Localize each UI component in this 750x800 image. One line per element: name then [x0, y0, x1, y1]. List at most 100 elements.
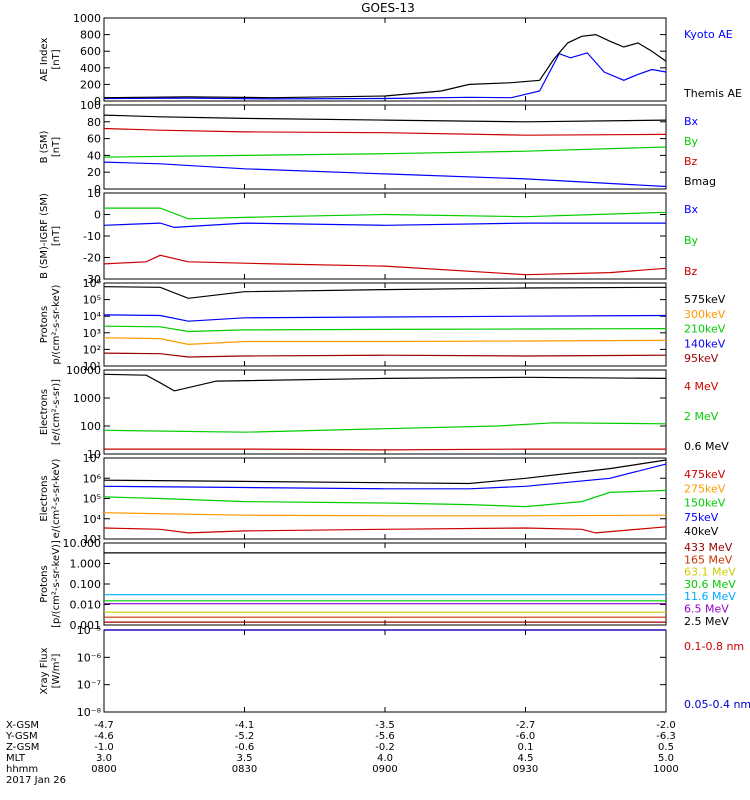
series-line	[104, 448, 666, 451]
series-line	[103, 325, 667, 333]
panel-frame	[103, 282, 667, 367]
legend-entry: Bz	[684, 155, 698, 168]
legend-entry: 95keV	[684, 352, 719, 365]
y-tick-label: 1000	[73, 12, 101, 25]
y-tick-label: 10	[87, 448, 101, 461]
footer-row-label: Y-GSM	[5, 731, 38, 742]
y-tick-label: 100	[80, 99, 101, 112]
ephemeris-footer: X-GSM -4.7 -4.1 -3.5 -2.7 -2.0 Y-GSM -4.6 -5.2 -5…	[5, 720, 679, 786]
series-line	[103, 286, 667, 299]
legend-entry: 0.05-0.4 nm	[684, 698, 750, 711]
legend-entry: 433 MeV	[684, 541, 733, 554]
y-tick-label: 0.010	[70, 599, 102, 612]
y-axis-unit: [W/m²]	[51, 653, 62, 688]
legend-entry: 75keV	[684, 511, 719, 524]
footer-date: 2017 Jan 26	[6, 775, 66, 786]
legend-entry: 0.6 MeV	[684, 440, 729, 453]
y-axis-unit: [nT]	[51, 137, 62, 157]
panel-electrons_kev: 10³ 10⁴ 10⁵ 10⁶ 10⁷ Electrons e/(cm²-s-sr-keV)…	[39, 452, 726, 546]
legend-entry: 575keV	[684, 293, 726, 306]
panel-frame	[103, 457, 667, 540]
legend-entry: Kyoto AE	[684, 28, 733, 41]
footer-value: 3.0	[96, 753, 112, 764]
y-axis-label: AE Index	[39, 37, 50, 81]
legend-entry: 210keV	[684, 323, 726, 336]
footer-value: 4.5	[518, 753, 534, 764]
footer-value: -5.6	[375, 731, 395, 742]
legend-entry: 165 MeV	[684, 553, 733, 566]
legend-entry: 2.5 MeV	[684, 615, 729, 628]
y-tick-label: 10	[87, 187, 101, 200]
footer-value: 0830	[232, 764, 257, 775]
footer-value: -0.6	[235, 742, 255, 753]
y-tick-label: 60	[87, 133, 101, 146]
footer-value: 3.5	[237, 753, 253, 764]
legend-entry: 275keV	[684, 482, 726, 495]
series-line	[103, 254, 667, 276]
panel-frame	[103, 17, 667, 102]
legend-entry: 30.6 MeV	[684, 578, 736, 591]
footer-value: 0900	[372, 764, 397, 775]
legend-entry: 0.1-0.8 nm	[684, 640, 744, 653]
footer-value: -4.6	[94, 731, 114, 742]
legend-entry: 6.5 MeV	[684, 603, 729, 616]
footer-value: -5.2	[235, 731, 255, 742]
footer-value: -2.7	[516, 720, 536, 731]
panel-protons: 10¹ 10² 10³ 10⁴ 10⁵ 10⁶ Protons p/(cm²-s-sr-keV…	[39, 277, 726, 373]
legend-entry: 475keV	[684, 468, 726, 481]
y-tick-label: 10¹	[83, 360, 101, 373]
y-tick-label: 10⁵	[83, 493, 101, 506]
y-tick-label: 600	[80, 45, 101, 58]
series-line	[103, 127, 667, 136]
y-axis-unit: [p/(cm²-s-sr-keV)]	[51, 540, 62, 628]
y-axis-unit: [nT]	[51, 49, 62, 69]
legend-entry: By	[684, 234, 699, 247]
footer-value: 0.5	[658, 742, 674, 753]
panel-frame	[103, 369, 667, 455]
y-tick-label: 10⁶	[83, 277, 102, 290]
legend-entry: 150keV	[684, 497, 726, 510]
y-tick-label: 10⁻⁸	[77, 706, 102, 719]
footer-value: -6.0	[516, 731, 536, 742]
series-line	[103, 314, 667, 322]
panel-ae: 0 200 400 600 800 1000 AE Index [nT] Kyoto AE The…	[39, 12, 742, 108]
legend-entry: Bx	[684, 115, 699, 128]
footer-value: -6.3	[656, 731, 676, 742]
y-axis-label: Protons	[39, 565, 50, 602]
y-tick-label: 10²	[83, 343, 101, 356]
series-line	[103, 422, 667, 433]
series-line	[103, 146, 667, 158]
y-tick-label: 0.100	[70, 578, 102, 591]
footer-value: -1.0	[94, 742, 114, 753]
y-tick-label: -30	[83, 273, 101, 286]
y-tick-label: 100	[80, 420, 101, 433]
series-line	[103, 33, 667, 99]
footer-value: -4.7	[94, 720, 114, 731]
footer-row-label: X-GSM	[6, 720, 39, 731]
y-axis-unit: p/(cm²-s-sr-keV)	[51, 284, 62, 364]
footer-value: 1000	[653, 764, 678, 775]
y-tick-label: 10⁻⁵	[77, 624, 101, 637]
footer-row-label: hhmm	[6, 764, 38, 775]
panel-electrons_mev: 10 100 1000 10000 Electrons [e/(cm²-s-sr)] 4 M…	[39, 364, 729, 461]
y-tick-label: -20	[83, 252, 101, 265]
legend-entry: Themis AE	[683, 87, 742, 100]
y-tick-label: -10	[83, 230, 101, 243]
y-axis-unit: [e/(cm²-s-sr)]	[51, 379, 62, 445]
series-line	[103, 352, 667, 358]
figure-title: GOES-13	[361, 1, 415, 15]
footer-value: 0800	[91, 764, 116, 775]
legend-entry: 40keV	[684, 525, 719, 538]
footer-value: 0.1	[518, 742, 534, 753]
panel-frame	[103, 629, 667, 713]
legend-entry: Bz	[684, 265, 698, 278]
series-line	[104, 207, 667, 220]
panel-protons_mev: 0.001 0.010 0.100 1.000 10.000 Protons [p/(cm²…	[39, 537, 736, 632]
y-tick-label: 80	[87, 116, 101, 129]
y-axis-label: Electrons	[39, 389, 50, 435]
y-axis-label: B (SM)-IGRF (SM)	[39, 193, 50, 279]
y-tick-label: 10⁴	[83, 513, 102, 526]
y-axis-label: Electrons	[39, 475, 50, 521]
y-tick-label: 200	[80, 78, 101, 91]
